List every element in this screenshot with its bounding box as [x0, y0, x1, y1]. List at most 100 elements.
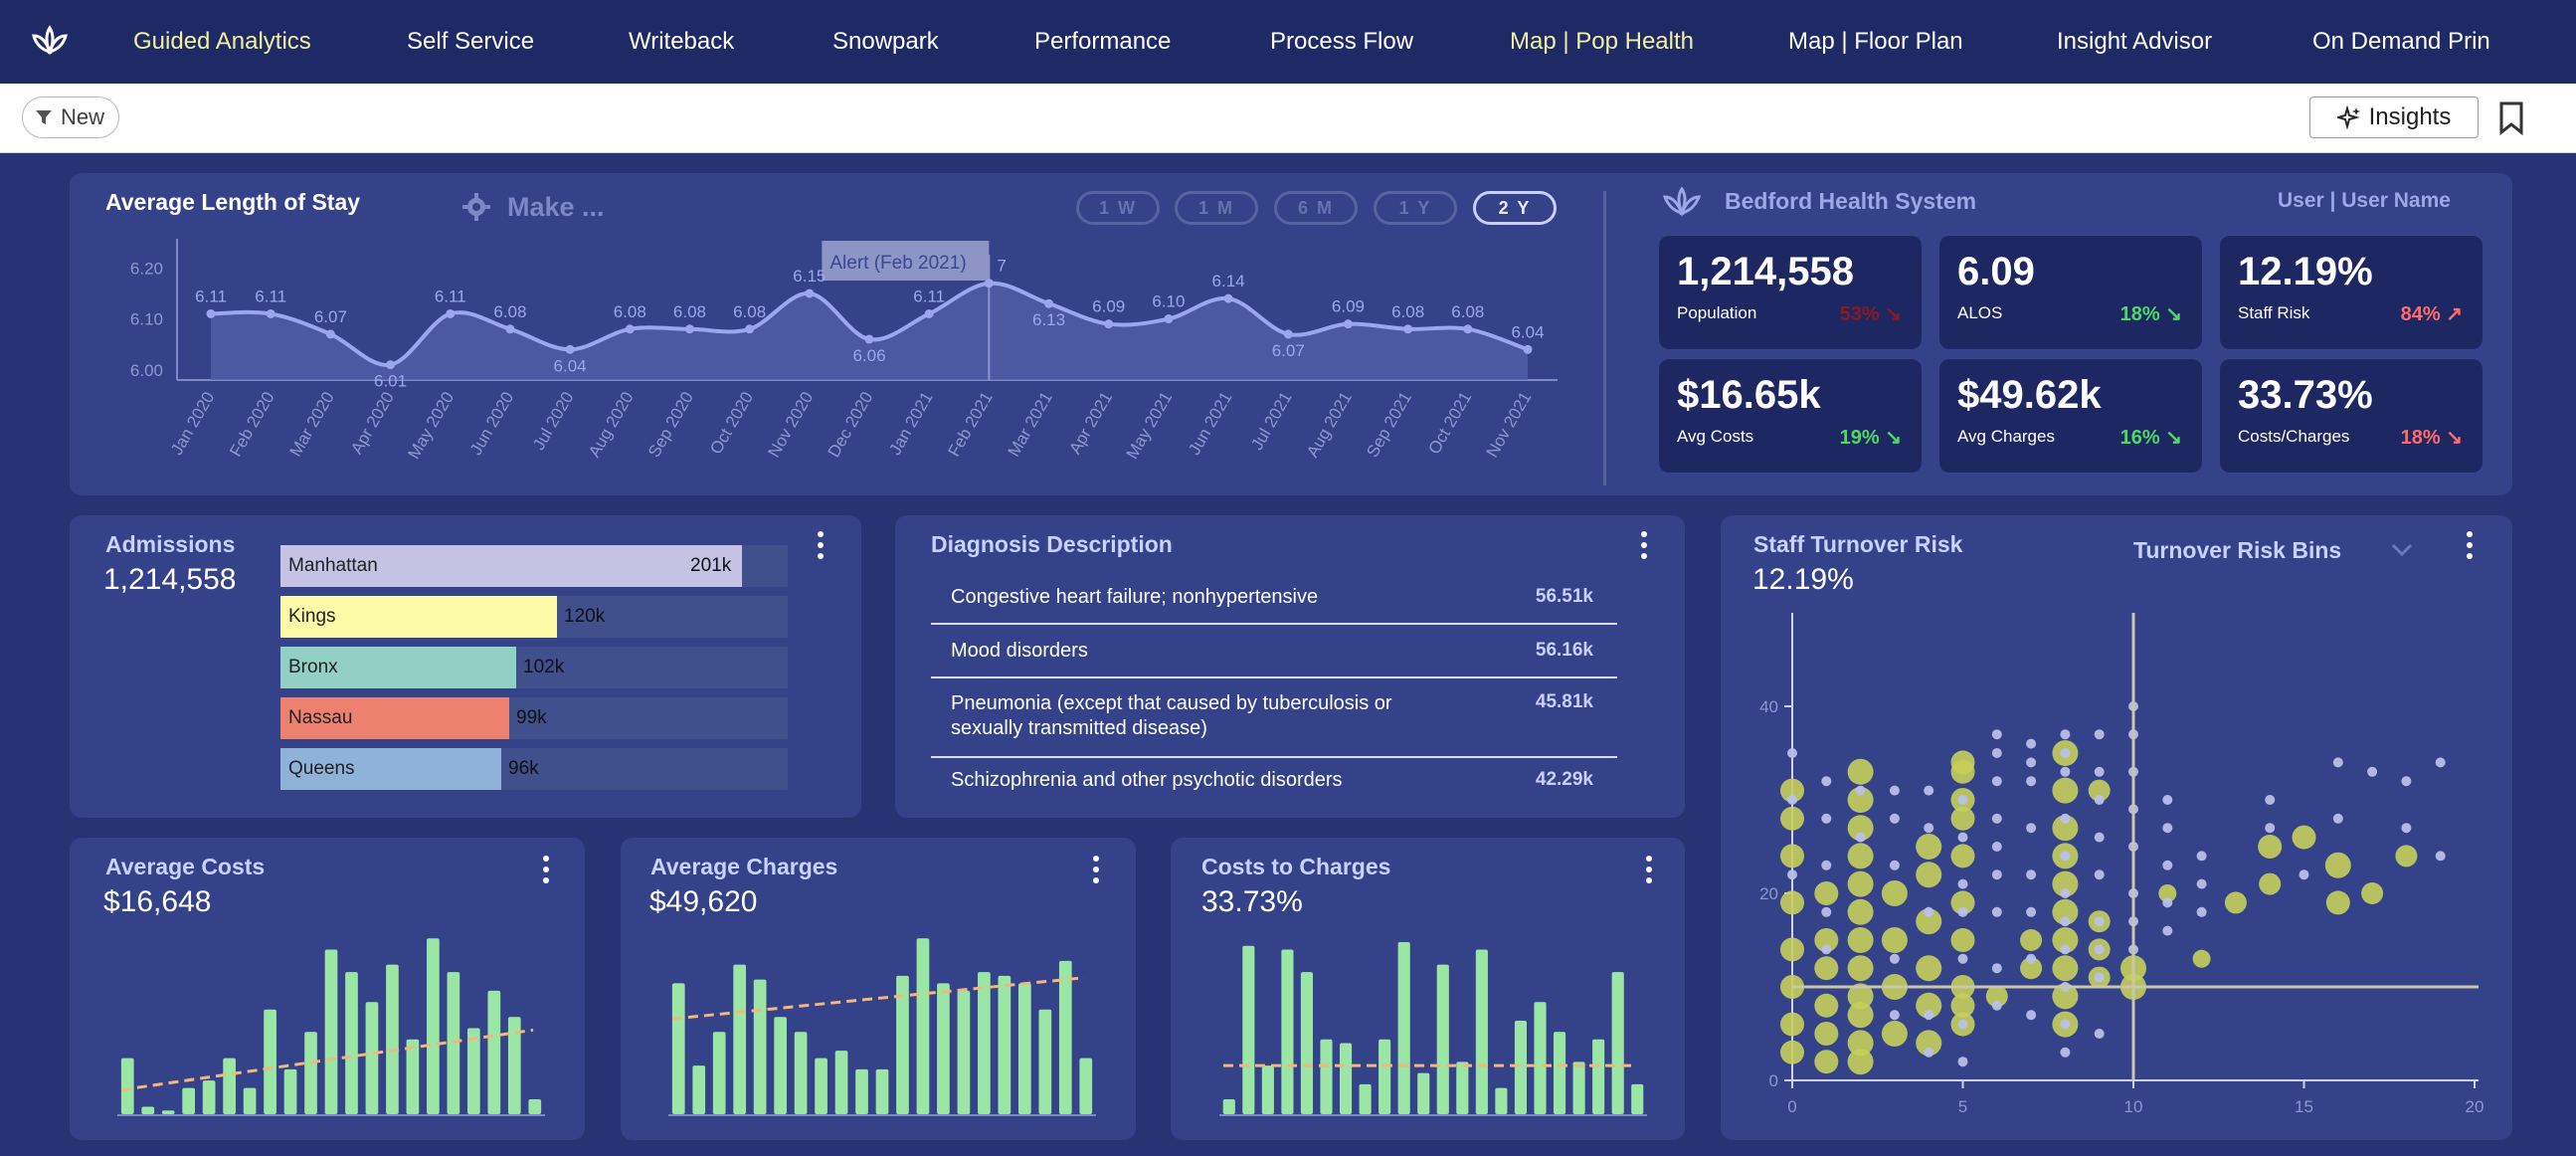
- alos-point[interactable]: [565, 344, 575, 354]
- scatter-point[interactable]: [2052, 927, 2079, 953]
- alos-point[interactable]: [1343, 319, 1353, 329]
- scatter-point[interactable]: [2401, 776, 2412, 787]
- scatter-point[interactable]: [2332, 757, 2343, 768]
- bar[interactable]: [345, 972, 358, 1114]
- bar[interactable]: [466, 1028, 480, 1114]
- alos-point[interactable]: [325, 329, 335, 339]
- bar[interactable]: [733, 964, 747, 1114]
- scatter-point[interactable]: [1916, 908, 1942, 935]
- scatter-point[interactable]: [1957, 1019, 1968, 1030]
- scatter-point[interactable]: [2026, 953, 2037, 964]
- new-filter-button[interactable]: New: [22, 96, 120, 138]
- scatter-point[interactable]: [2052, 955, 2079, 982]
- scatter-point[interactable]: [2060, 748, 2071, 758]
- scatter-point[interactable]: [1847, 955, 1874, 982]
- scatter-point[interactable]: [1847, 758, 1874, 785]
- bar[interactable]: [1222, 1098, 1235, 1114]
- scatter-point[interactable]: [1916, 955, 1942, 982]
- scatter-point[interactable]: [1780, 1012, 1804, 1037]
- bar[interactable]: [1379, 1039, 1391, 1114]
- scatter-point[interactable]: [2088, 779, 2111, 802]
- bar[interactable]: [1339, 1043, 1353, 1114]
- alos-point[interactable]: [1223, 293, 1233, 303]
- bar[interactable]: [1397, 942, 1410, 1114]
- range-button-2y[interactable]: 2 Y: [1473, 191, 1557, 225]
- alos-point[interactable]: [1463, 324, 1473, 334]
- scatter-point[interactable]: [2026, 869, 2037, 880]
- bar[interactable]: [1242, 945, 1255, 1114]
- scatter-point[interactable]: [2361, 882, 2384, 904]
- alos-point[interactable]: [446, 308, 456, 318]
- scatter-point[interactable]: [1991, 748, 2002, 758]
- nav-item-map-pop-health[interactable]: Map | Pop Health: [1510, 28, 1695, 55]
- scatter-point[interactable]: [2052, 777, 2079, 804]
- scatter-point[interactable]: [2060, 1047, 2071, 1058]
- scatter-point[interactable]: [2094, 944, 2105, 955]
- scatter-point[interactable]: [1916, 992, 1942, 1019]
- kpi-card[interactable]: $49.62k Avg Charges 16% ↘: [1939, 359, 2202, 473]
- scatter-point[interactable]: [1847, 787, 1874, 813]
- bar[interactable]: [427, 938, 440, 1114]
- scatter-point[interactable]: [1924, 1010, 1934, 1021]
- admissions-bar-row[interactable]: Manhattan 201k: [280, 545, 788, 587]
- bar[interactable]: [875, 1068, 889, 1114]
- bar[interactable]: [1631, 1083, 1644, 1114]
- scatter-point[interactable]: [1847, 1049, 1874, 1075]
- scatter-point[interactable]: [1957, 906, 1968, 917]
- bookmark-icon[interactable]: [2498, 101, 2524, 135]
- scatter-point[interactable]: [1780, 778, 1804, 803]
- insights-button[interactable]: Insights: [2309, 96, 2479, 138]
- bar[interactable]: [365, 1002, 379, 1114]
- scatter-point[interactable]: [1957, 953, 1968, 964]
- nav-item-self-service[interactable]: Self Service: [407, 28, 535, 55]
- bar[interactable]: [1261, 1065, 1274, 1114]
- scatter-point[interactable]: [2196, 878, 2207, 889]
- bar[interactable]: [161, 1110, 175, 1114]
- kpi-card[interactable]: 1,214,558 Population 53% ↘: [1659, 236, 1922, 349]
- scatter-point[interactable]: [1924, 785, 1934, 796]
- scatter-point[interactable]: [2026, 1010, 2037, 1021]
- scatter-point[interactable]: [1957, 878, 1968, 889]
- bar[interactable]: [324, 949, 338, 1114]
- scatter-point[interactable]: [2325, 890, 2350, 915]
- scatter-point[interactable]: [1991, 906, 2002, 917]
- scatter-point[interactable]: [1847, 870, 1874, 897]
- bar[interactable]: [1038, 1009, 1052, 1114]
- admissions-bar-row[interactable]: Bronx 102k: [280, 647, 788, 688]
- scatter-point[interactable]: [1889, 953, 1900, 964]
- bar[interactable]: [815, 1058, 828, 1114]
- alos-point[interactable]: [266, 308, 276, 318]
- scatter-point[interactable]: [1957, 1057, 1968, 1067]
- scatter-point[interactable]: [2299, 869, 2309, 880]
- bar[interactable]: [264, 1009, 276, 1114]
- scatter-point[interactable]: [2435, 851, 2446, 862]
- scatter-point[interactable]: [1924, 823, 1934, 834]
- bar[interactable]: [1300, 972, 1314, 1114]
- staff-menu-icon[interactable]: [2465, 531, 2475, 561]
- scatter-point[interactable]: [2196, 906, 2207, 917]
- range-button-1m[interactable]: 1 M: [1175, 191, 1258, 225]
- alos-point[interactable]: [1283, 329, 1293, 339]
- bar[interactable]: [528, 1098, 542, 1114]
- scatter-point[interactable]: [2435, 757, 2446, 768]
- scatter-point[interactable]: [1847, 1030, 1874, 1057]
- scatter-point[interactable]: [2026, 823, 2037, 834]
- scatter-point[interactable]: [1889, 1010, 1900, 1021]
- scatter-point[interactable]: [1916, 862, 1942, 888]
- alos-point[interactable]: [1523, 344, 1533, 354]
- scatter-point[interactable]: [1881, 880, 1908, 906]
- nav-item-writeback[interactable]: Writeback: [629, 28, 735, 55]
- diagnosis-row[interactable]: Pneumonia (except that caused by tubercu…: [931, 682, 1617, 758]
- scatter-point[interactable]: [1881, 927, 1908, 953]
- alos-point[interactable]: [386, 360, 396, 370]
- bar[interactable]: [1475, 949, 1488, 1114]
- range-button-1y[interactable]: 1 Y: [1374, 191, 1457, 225]
- admissions-bar-row[interactable]: Kings 120k: [280, 596, 788, 638]
- scatter-point[interactable]: [2026, 757, 2037, 768]
- scatter-point[interactable]: [2020, 929, 2043, 951]
- scatter-point[interactable]: [1957, 832, 1968, 843]
- scatter-point[interactable]: [2052, 983, 2079, 1010]
- kpi-card[interactable]: $16.65k Avg Costs 19% ↘: [1659, 359, 1922, 473]
- bar[interactable]: [794, 1032, 808, 1114]
- bar[interactable]: [1456, 1061, 1469, 1114]
